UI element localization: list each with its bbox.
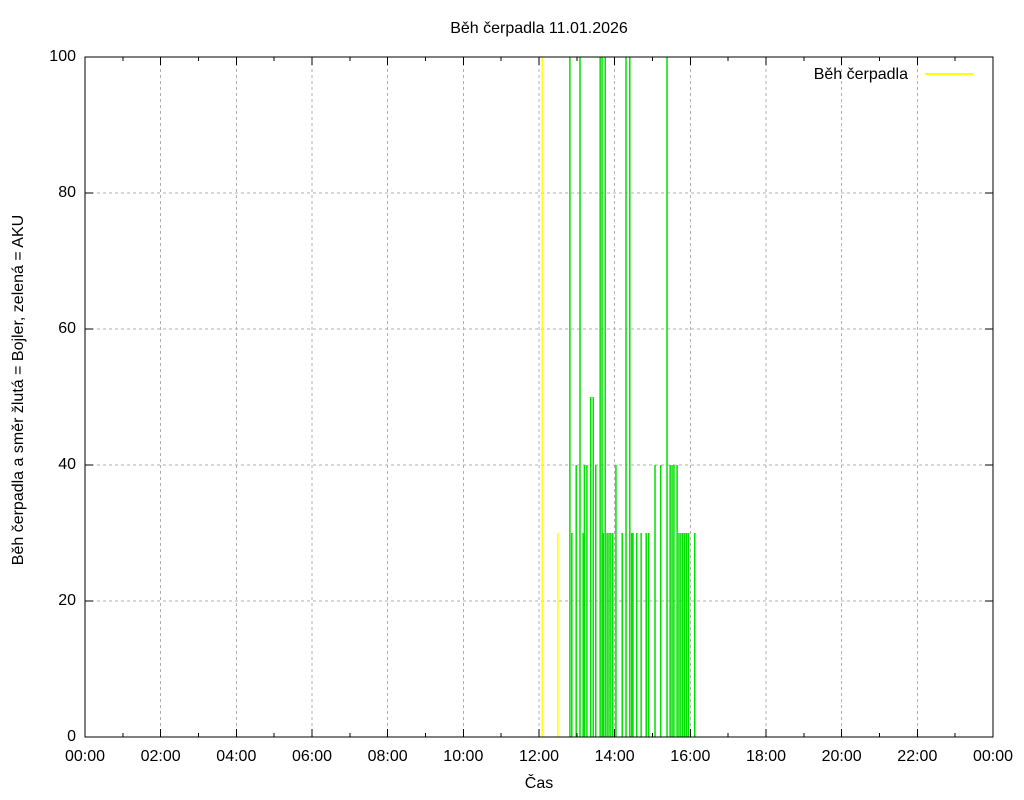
axis-ticks bbox=[84, 56, 994, 738]
y-tick-label: 0 bbox=[67, 728, 76, 745]
x-tick-label: 20:00 bbox=[821, 748, 862, 765]
x-tick-label: 14:00 bbox=[594, 748, 635, 765]
y-tick-label: 20 bbox=[58, 592, 76, 609]
y-tick-label: 100 bbox=[49, 48, 76, 65]
x-axis-title: Čas bbox=[524, 775, 554, 792]
x-tick-label: 12:00 bbox=[518, 748, 560, 765]
x-tick-label: 00:00 bbox=[64, 748, 106, 765]
legend-entry-label: Běh čerpadla bbox=[813, 66, 908, 83]
y-axis-title: Běh čerpadla a směr žlutá = Bojler, zele… bbox=[10, 214, 27, 566]
x-tick-label: 06:00 bbox=[291, 748, 333, 765]
y-tick-label: 60 bbox=[58, 320, 76, 337]
x-tick-label: 22:00 bbox=[897, 748, 938, 765]
x-tick-label: 18:00 bbox=[745, 748, 787, 765]
grid-lines bbox=[85, 57, 993, 737]
chart-title: Běh čerpadla 11.01.2026 bbox=[450, 20, 628, 37]
x-tick-label: 00:00 bbox=[972, 748, 1014, 765]
x-tick-label: 10:00 bbox=[443, 748, 484, 765]
x-tick-label: 02:00 bbox=[140, 748, 181, 765]
x-tick-label: 08:00 bbox=[367, 748, 408, 765]
x-tick-label: 04:00 bbox=[216, 748, 257, 765]
y-tick-label: 40 bbox=[58, 456, 76, 473]
impulses-aku bbox=[569, 57, 696, 737]
y-tick-label: 80 bbox=[58, 184, 76, 201]
x-tick-label: 16:00 bbox=[670, 748, 711, 765]
impulses-bojler bbox=[541, 57, 559, 737]
